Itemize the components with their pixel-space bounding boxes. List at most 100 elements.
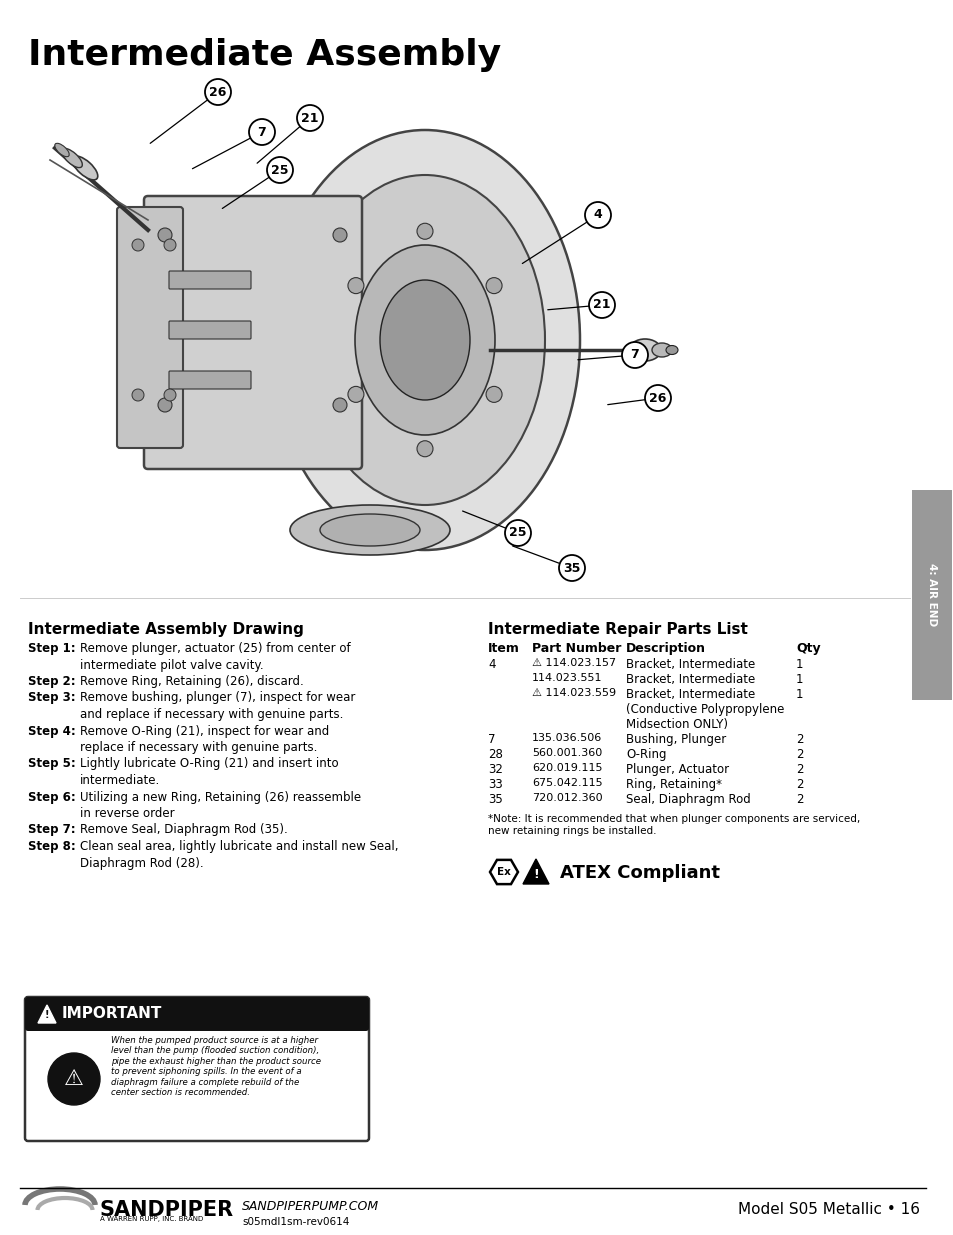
Text: Step 2:: Step 2:	[28, 676, 75, 688]
Ellipse shape	[72, 156, 97, 180]
Text: 26: 26	[649, 391, 666, 405]
Text: 4: 4	[488, 658, 495, 671]
Text: 26: 26	[209, 85, 227, 99]
Ellipse shape	[651, 343, 671, 357]
FancyBboxPatch shape	[169, 370, 251, 389]
Text: Remove O-Ring (21), inspect for wear and: Remove O-Ring (21), inspect for wear and	[80, 725, 329, 737]
Text: 1: 1	[795, 688, 802, 701]
Ellipse shape	[319, 514, 419, 546]
Text: Lightly lubricate O-Ring (21) and insert into: Lightly lubricate O-Ring (21) and insert…	[80, 757, 338, 771]
FancyBboxPatch shape	[169, 270, 251, 289]
Text: Step 3:: Step 3:	[28, 692, 75, 704]
Text: Clean seal area, lightly lubricate and install new Seal,: Clean seal area, lightly lubricate and i…	[80, 840, 398, 853]
Text: ATEX Compliant: ATEX Compliant	[559, 864, 720, 882]
Text: Step 8:: Step 8:	[28, 840, 75, 853]
Text: Step 7:: Step 7:	[28, 824, 75, 836]
Circle shape	[588, 291, 615, 317]
Text: !: !	[45, 1010, 50, 1020]
Text: 21: 21	[301, 111, 318, 125]
Text: Bracket, Intermediate: Bracket, Intermediate	[625, 658, 755, 671]
Text: 4: 4	[593, 209, 601, 221]
Circle shape	[486, 387, 501, 403]
Text: Bracket, Intermediate: Bracket, Intermediate	[625, 673, 755, 685]
Text: 25: 25	[509, 526, 526, 540]
Text: SANDPIPER: SANDPIPER	[100, 1200, 233, 1220]
Circle shape	[158, 228, 172, 242]
Circle shape	[486, 278, 501, 294]
FancyBboxPatch shape	[911, 490, 951, 700]
Polygon shape	[38, 1005, 56, 1023]
Text: 675.042.115: 675.042.115	[532, 778, 602, 788]
Circle shape	[267, 157, 293, 183]
Text: Remove plunger, actuator (25) from center of: Remove plunger, actuator (25) from cente…	[80, 642, 351, 655]
Text: (Conductive Polypropylene: (Conductive Polypropylene	[625, 703, 783, 716]
Text: Seal, Diaphragm Rod: Seal, Diaphragm Rod	[625, 793, 750, 806]
Text: s05mdl1sm-rev0614: s05mdl1sm-rev0614	[242, 1216, 349, 1228]
Circle shape	[348, 387, 363, 403]
Text: Step 1:: Step 1:	[28, 642, 75, 655]
Text: Intermediate Repair Parts List: Intermediate Repair Parts List	[488, 622, 747, 637]
Text: 720.012.360: 720.012.360	[532, 793, 602, 803]
Circle shape	[416, 441, 433, 457]
Text: Step 5:: Step 5:	[28, 757, 75, 771]
Ellipse shape	[628, 338, 660, 361]
Circle shape	[48, 1053, 100, 1105]
Text: SANDPIPERPUMP.COM: SANDPIPERPUMP.COM	[242, 1200, 378, 1213]
Circle shape	[249, 119, 274, 144]
Text: ⚠: ⚠	[64, 1070, 84, 1089]
Circle shape	[158, 398, 172, 412]
Text: in reverse order: in reverse order	[80, 806, 174, 820]
Text: 135.036.506: 135.036.506	[532, 734, 601, 743]
Text: 7: 7	[257, 126, 266, 138]
Text: 7: 7	[488, 734, 495, 746]
Text: 33: 33	[488, 778, 502, 790]
Circle shape	[558, 555, 584, 580]
Circle shape	[333, 398, 347, 412]
Ellipse shape	[54, 143, 70, 157]
Circle shape	[644, 385, 670, 411]
Ellipse shape	[379, 280, 470, 400]
Text: replace if necessary with genuine parts.: replace if necessary with genuine parts.	[80, 741, 317, 755]
Text: 28: 28	[488, 748, 502, 761]
Text: 21: 21	[593, 299, 610, 311]
Text: Ring, Retaining*: Ring, Retaining*	[625, 778, 721, 790]
Text: 1: 1	[795, 673, 802, 685]
FancyBboxPatch shape	[25, 997, 369, 1141]
Text: !: !	[533, 867, 538, 881]
Text: Part Number: Part Number	[532, 642, 620, 655]
Text: *Note: It is recommended that when plunger components are serviced,
new retainin: *Note: It is recommended that when plung…	[488, 814, 860, 836]
Text: intermediate pilot valve cavity.: intermediate pilot valve cavity.	[80, 658, 263, 672]
Text: intermediate.: intermediate.	[80, 774, 160, 787]
Text: 2: 2	[795, 793, 802, 806]
Text: 35: 35	[488, 793, 502, 806]
Circle shape	[296, 105, 323, 131]
Circle shape	[132, 240, 144, 251]
Text: Description: Description	[625, 642, 705, 655]
Text: 620.019.115: 620.019.115	[532, 763, 602, 773]
Text: Item: Item	[488, 642, 519, 655]
Text: Qty: Qty	[795, 642, 820, 655]
FancyBboxPatch shape	[117, 207, 183, 448]
FancyBboxPatch shape	[25, 997, 369, 1031]
Text: 2: 2	[795, 748, 802, 761]
Circle shape	[164, 240, 175, 251]
Circle shape	[333, 228, 347, 242]
Text: A WARREN RUPP, INC. BRAND: A WARREN RUPP, INC. BRAND	[100, 1216, 203, 1221]
Text: Plunger, Actuator: Plunger, Actuator	[625, 763, 728, 776]
Ellipse shape	[62, 148, 82, 168]
Text: 1: 1	[795, 658, 802, 671]
Text: 2: 2	[795, 763, 802, 776]
Circle shape	[164, 389, 175, 401]
Ellipse shape	[305, 175, 544, 505]
Text: 35: 35	[562, 562, 580, 574]
Text: Step 6:: Step 6:	[28, 790, 75, 804]
FancyBboxPatch shape	[144, 196, 361, 469]
Text: Utilizing a new Ring, Retaining (26) reassemble: Utilizing a new Ring, Retaining (26) rea…	[80, 790, 361, 804]
Circle shape	[205, 79, 231, 105]
Circle shape	[416, 224, 433, 240]
Text: 25: 25	[271, 163, 289, 177]
Text: Intermediate Assembly: Intermediate Assembly	[28, 38, 500, 72]
Text: Model S05 Metallic • 16: Model S05 Metallic • 16	[738, 1202, 919, 1216]
Text: IMPORTANT: IMPORTANT	[62, 1007, 162, 1021]
Text: Remove Seal, Diaphragm Rod (35).: Remove Seal, Diaphragm Rod (35).	[80, 824, 288, 836]
